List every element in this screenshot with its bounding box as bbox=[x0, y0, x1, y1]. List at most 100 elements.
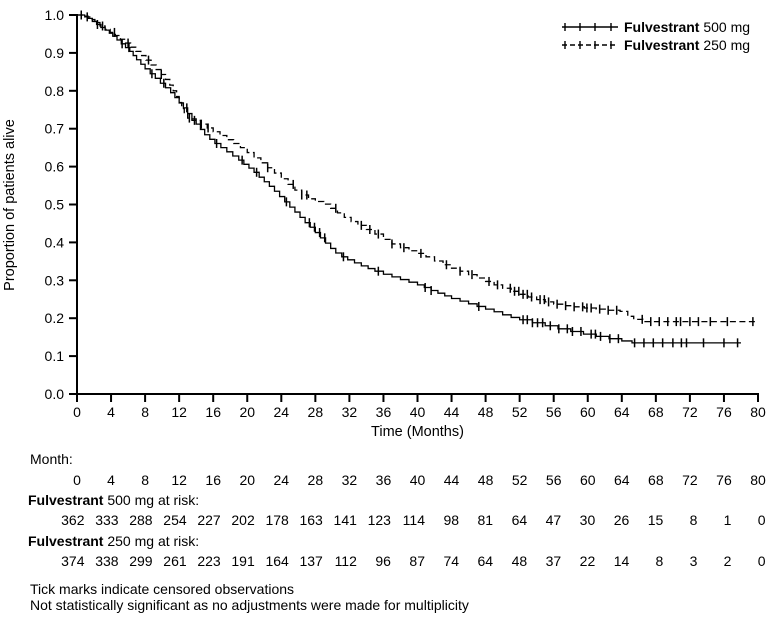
x-tick-label: 64 bbox=[614, 404, 630, 420]
risk-row-label-250-drug: Fulvestrant bbox=[28, 533, 104, 549]
month-value: 8 bbox=[141, 472, 149, 488]
y-tick-label: 0.2 bbox=[45, 310, 65, 326]
month-value: 52 bbox=[512, 472, 528, 488]
month-value: 56 bbox=[546, 472, 562, 488]
month-value: 28 bbox=[308, 472, 324, 488]
x-tick-label: 76 bbox=[716, 404, 732, 420]
x-tick-label: 20 bbox=[239, 404, 255, 420]
risk-value: 261 bbox=[163, 553, 187, 569]
footnote-significance: Not statistically significant as no adju… bbox=[30, 597, 469, 613]
risk-value: 362 bbox=[61, 512, 85, 528]
risk-value: 0 bbox=[758, 512, 766, 528]
risk-value: 8 bbox=[656, 553, 664, 569]
x-tick-label: 36 bbox=[376, 404, 392, 420]
x-tick-label: 24 bbox=[274, 404, 290, 420]
month-value: 4 bbox=[107, 472, 115, 488]
y-tick-label: 0.9 bbox=[45, 45, 65, 61]
risk-row-label-250-rest: 250 mg at risk: bbox=[103, 533, 200, 549]
month-value: 44 bbox=[444, 472, 460, 488]
risk-value: 96 bbox=[375, 553, 391, 569]
series-fulvestrant-250-curve bbox=[77, 14, 758, 323]
risk-value: 64 bbox=[478, 553, 494, 569]
x-tick-label: 52 bbox=[512, 404, 528, 420]
y-tick-label: 0.0 bbox=[45, 386, 65, 402]
x-tick-label: 56 bbox=[546, 404, 562, 420]
legend: Fulvestrant 500 mg Fulvestrant 250 mg bbox=[562, 19, 750, 53]
risk-value: 141 bbox=[334, 512, 358, 528]
x-tick-label: 48 bbox=[478, 404, 494, 420]
x-tick-label: 16 bbox=[205, 404, 221, 420]
month-value: 20 bbox=[239, 472, 255, 488]
y-axis: 0.0 0.1 0.2 0.3 0.4 0.5 0.6 0.7 0.8 0.9 1.0 Proport… bbox=[2, 7, 78, 402]
x-tick-label: 28 bbox=[308, 404, 324, 420]
risk-value: 81 bbox=[478, 512, 494, 528]
risk-value: 64 bbox=[512, 512, 528, 528]
month-value: 80 bbox=[750, 472, 766, 488]
risk-value: 137 bbox=[299, 553, 323, 569]
y-tick-label: 0.8 bbox=[45, 83, 65, 99]
y-tick-label: 0.6 bbox=[45, 159, 65, 175]
risk-value: 191 bbox=[231, 553, 255, 569]
risk-value: 374 bbox=[61, 553, 85, 569]
y-tick-label: 0.3 bbox=[45, 272, 65, 288]
risk-value: 26 bbox=[614, 512, 630, 528]
risk-value: 338 bbox=[95, 553, 119, 569]
legend-item-fulvestrant-500: Fulvestrant 500 mg bbox=[562, 19, 750, 35]
month-value: 60 bbox=[580, 472, 596, 488]
month-value: 64 bbox=[614, 472, 630, 488]
month-value: 24 bbox=[274, 472, 290, 488]
risk-value: 14 bbox=[614, 553, 630, 569]
risk-value: 47 bbox=[546, 512, 562, 528]
series-fulvestrant-500-censor-marks bbox=[80, 10, 739, 348]
risk-value: 2 bbox=[724, 553, 732, 569]
risk-value: 333 bbox=[95, 512, 119, 528]
month-value: 36 bbox=[376, 472, 392, 488]
x-tick-label: 4 bbox=[107, 404, 115, 420]
risk-row-label-500: Fulvestrant 500 mg at risk: bbox=[28, 492, 199, 508]
x-tick-label: 8 bbox=[141, 404, 149, 420]
series-fulvestrant-250-censor-marks bbox=[86, 12, 754, 327]
risk-value: 1 bbox=[724, 512, 732, 528]
risk-value: 112 bbox=[335, 553, 358, 569]
risk-value: 163 bbox=[299, 512, 323, 528]
x-axis: 0 4 8 12 16 20 24 28 32 36 40 44 48 52 56 60 64 68 72 76 80T… bbox=[73, 393, 766, 440]
x-tick-label: 40 bbox=[410, 404, 426, 420]
month-value: 0 bbox=[73, 472, 81, 488]
month-value: 48 bbox=[478, 472, 494, 488]
risk-value: 74 bbox=[443, 553, 459, 569]
risk-months-row: 0 4 8 12 16 20 24 28 32 36 40 44 48 52 56 60 64 68 72 76 80 bbox=[73, 472, 766, 488]
y-tick-label: 0.1 bbox=[45, 348, 65, 364]
risk-value: 299 bbox=[129, 553, 153, 569]
month-value: 40 bbox=[410, 472, 426, 488]
month-value: 68 bbox=[648, 472, 664, 488]
risk-row-label-500-drug: Fulvestrant bbox=[28, 492, 104, 508]
footnote-censored: Tick marks indicate censored observation… bbox=[30, 581, 295, 597]
series-fulvestrant-500-curve bbox=[77, 14, 741, 344]
month-value: 76 bbox=[716, 472, 732, 488]
legend-label: Fulvestrant 250 mg bbox=[624, 37, 750, 53]
x-tick-label: 80 bbox=[750, 404, 766, 420]
x-tick-label: 60 bbox=[580, 404, 596, 420]
risk-value: 288 bbox=[129, 512, 153, 528]
x-tick-label: 0 bbox=[73, 404, 81, 420]
risk-value: 227 bbox=[197, 512, 221, 528]
risk-value: 3 bbox=[690, 553, 698, 569]
risk-value: 0 bbox=[758, 553, 766, 569]
risk-value: 178 bbox=[265, 512, 289, 528]
risk-table-month-label: Month: bbox=[30, 451, 73, 467]
risk-row-label-250: Fulvestrant 250 mg at risk: bbox=[28, 533, 199, 549]
y-tick-label: 0.4 bbox=[45, 234, 65, 250]
risk-value: 22 bbox=[580, 553, 596, 569]
risk-value: 123 bbox=[368, 512, 392, 528]
risk-values-row-500: 362 333 288 254 227 202 178 163 141 123 114 98 81 64 4… bbox=[61, 512, 766, 528]
month-value: 72 bbox=[682, 472, 698, 488]
x-tick-label: 72 bbox=[682, 404, 698, 420]
risk-row-label-500-rest: 500 mg at risk: bbox=[103, 492, 200, 508]
x-tick-label: 12 bbox=[171, 404, 187, 420]
risk-value: 30 bbox=[580, 512, 596, 528]
risk-value: 98 bbox=[443, 512, 459, 528]
risk-value: 87 bbox=[409, 553, 425, 569]
x-tick-label: 68 bbox=[648, 404, 664, 420]
